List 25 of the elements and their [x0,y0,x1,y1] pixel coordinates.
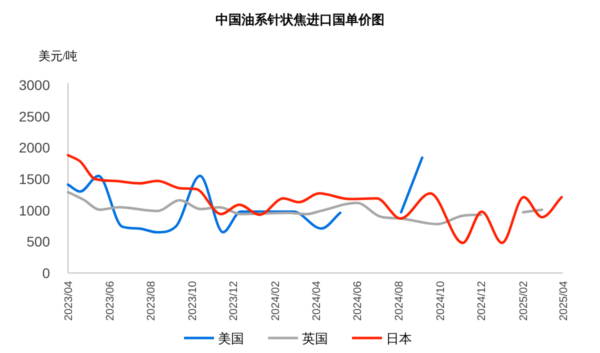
x-tick-label: 2023/08 [146,281,158,321]
x-tick-label: 2024/06 [352,281,364,321]
y-tick-label: 1000 [18,202,50,218]
x-tick-label: 2024/12 [476,281,488,321]
x-tick-label: 2024/02 [270,281,282,321]
legend-label: 美国 [218,331,244,346]
x-tick-label: 2025/04 [558,281,570,321]
x-tick-label: 2023/10 [186,281,199,321]
x-tick-label: 2023/06 [104,281,116,321]
x-tick-label: 2024/04 [310,281,323,321]
x-tick-label: 2024/08 [393,281,406,321]
y-tick-label: 1500 [18,171,50,187]
x-tick-label: 2025/02 [518,281,530,321]
y-tick-label: 0 [42,265,50,281]
y-tick-label: 500 [26,234,50,250]
x-tick-label: 2023/12 [228,281,240,321]
legend-label: 英国 [302,331,328,346]
y-tick-label: 2000 [18,140,50,156]
y-axis-title: 美元/吨 [38,49,78,63]
y-tick-label: 3000 [18,77,50,93]
chart-title: 中国油系针状焦进口国单价图 [216,12,384,27]
x-tick-label: 2024/10 [434,281,447,321]
x-tick-label: 2023/04 [63,281,75,321]
y-tick-label: 2500 [18,108,50,124]
legend-label: 日本 [386,331,412,346]
